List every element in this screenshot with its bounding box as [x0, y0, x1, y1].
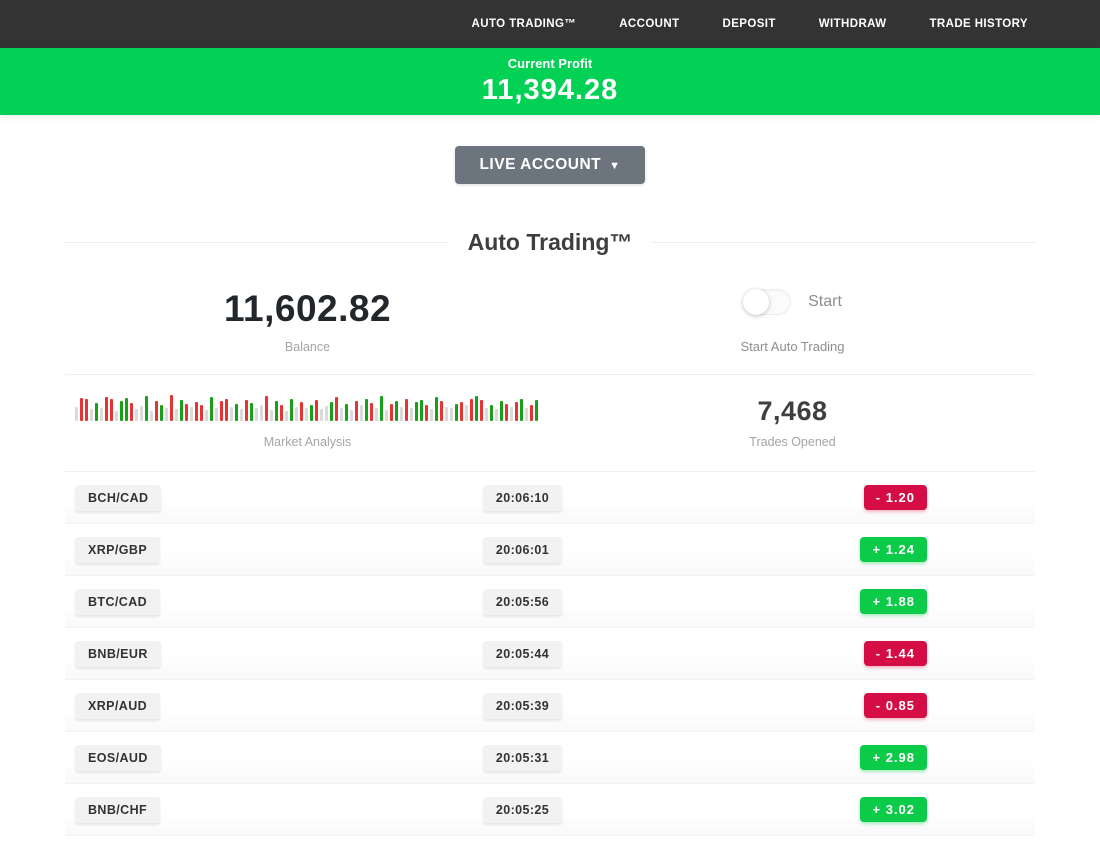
trades-opened-block: 7,468 Trades Opened	[550, 395, 1035, 449]
time-badge: 20:05:44	[482, 640, 563, 667]
start-auto-trading-toggle[interactable]	[743, 288, 792, 315]
market-analysis-block: Market Analysis	[65, 395, 550, 449]
balance-value: 11,602.82	[223, 288, 392, 329]
page-title: Auto Trading™	[467, 229, 633, 255]
trade-row: BNB/CHF 20:05:25 + 3.02	[65, 784, 1035, 836]
profit-loss-badge: + 2.98	[860, 745, 927, 770]
current-profit-label: Current Profit	[507, 56, 593, 71]
toggle-start-label: Start	[808, 292, 842, 310]
time-badge: 20:05:56	[482, 588, 563, 615]
profit-loss-badge: + 1.24	[860, 537, 927, 562]
pair-badge: BNB/CHF	[75, 796, 161, 823]
trade-row: BCH/CAD 20:06:10 - 1.20	[65, 472, 1035, 524]
trade-row: BTC/CAD 20:05:56 + 1.88	[65, 576, 1035, 628]
profit-loss-badge: - 1.44	[863, 641, 927, 666]
heading-rule-right	[652, 242, 1036, 243]
balance-label: Balance	[284, 340, 331, 354]
trade-row: BNB/EUR 20:05:44 - 1.44	[65, 628, 1035, 680]
pair-badge: BCH/CAD	[75, 484, 162, 511]
market-analysis-chart	[75, 395, 540, 421]
heading-rule-left	[65, 242, 448, 243]
pair-badge: BNB/EUR	[75, 640, 161, 667]
live-account-label: LIVE ACCOUNT	[479, 156, 602, 173]
profit-loss-badge: + 1.88	[860, 589, 927, 614]
market-analysis-label: Market Analysis	[263, 435, 352, 449]
time-badge: 20:05:25	[482, 796, 563, 823]
trades-opened-label: Trades Opened	[749, 434, 836, 449]
bottom-divider	[65, 836, 1035, 844]
current-profit-banner: Current Profit 11,394.28	[0, 48, 1100, 115]
trades-opened-value: 7,468	[757, 395, 828, 426]
trade-row: XRP/GBP 20:06:01 + 1.24	[65, 524, 1035, 576]
start-auto-trading-caption: Start Auto Trading	[740, 338, 845, 354]
current-profit-value: 11,394.28	[481, 74, 619, 106]
pair-badge: XRP/GBP	[75, 536, 161, 563]
nav-deposit[interactable]: DEPOSIT	[722, 18, 776, 30]
pair-badge: BTC/CAD	[75, 588, 161, 615]
profit-loss-badge: - 1.20	[863, 485, 927, 510]
time-badge: 20:05:31	[482, 744, 563, 771]
nav-withdraw[interactable]: WITHDRAW	[818, 18, 887, 30]
nav-auto-trading[interactable]: AUTO TRADING™	[471, 18, 577, 30]
balance-block: 11,602.82 Balance	[65, 288, 550, 354]
trades-table: BCH/CAD 20:06:10 - 1.20 XRP/GBP 20:06:01…	[65, 472, 1035, 836]
time-badge: 20:05:39	[482, 692, 563, 719]
nav-account[interactable]: ACCOUNT	[619, 18, 680, 30]
toggle-knob	[743, 288, 770, 315]
pair-badge: XRP/AUD	[75, 692, 161, 719]
pair-badge: EOS/AUD	[75, 744, 161, 771]
time-badge: 20:06:10	[482, 484, 563, 511]
auto-trading-block: Start Start Auto Trading	[550, 288, 1035, 354]
profit-loss-badge: + 3.02	[860, 797, 927, 822]
trade-row: XRP/AUD 20:05:39 - 0.85	[65, 680, 1035, 732]
profit-loss-badge: - 0.85	[863, 693, 927, 718]
nav-trade-history[interactable]: TRADE HISTORY	[929, 18, 1028, 30]
time-badge: 20:06:01	[482, 536, 563, 563]
top-nav: AUTO TRADING™ ACCOUNT DEPOSIT WITHDRAW T…	[0, 0, 1100, 48]
trade-row: EOS/AUD 20:05:31 + 2.98	[65, 732, 1035, 784]
chevron-down-icon: ▼	[609, 160, 621, 172]
live-account-dropdown[interactable]: LIVE ACCOUNT ▼	[455, 146, 645, 184]
